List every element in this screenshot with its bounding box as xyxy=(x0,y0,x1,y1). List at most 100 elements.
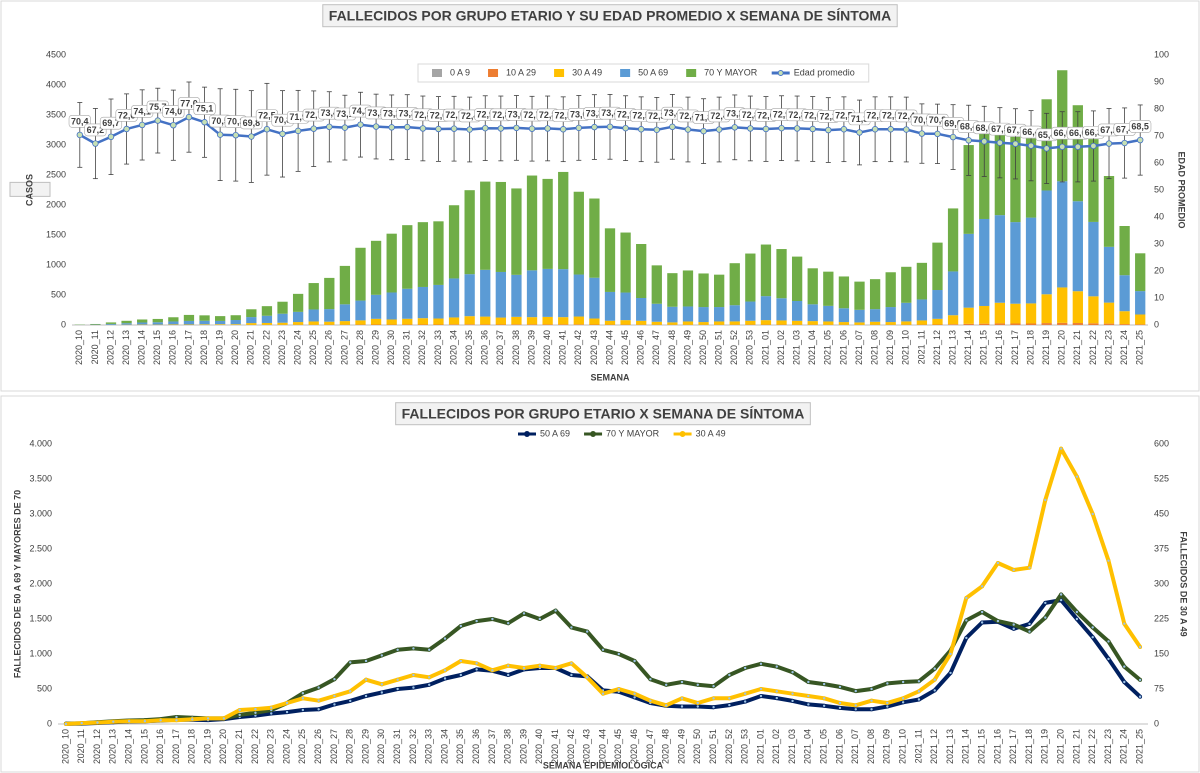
point xyxy=(822,696,827,701)
data-label: 72,6 xyxy=(118,110,136,120)
point xyxy=(648,677,653,682)
bar xyxy=(589,277,600,319)
x-tick-label: 2021_07 xyxy=(850,729,860,764)
legend-label: 0 A 9 xyxy=(450,67,470,77)
bar xyxy=(589,318,600,325)
point xyxy=(528,125,536,132)
bar xyxy=(214,316,226,321)
point xyxy=(92,140,99,147)
bar xyxy=(277,313,288,323)
point xyxy=(743,699,748,704)
x-tick-label: 2021_08 xyxy=(869,330,879,365)
point xyxy=(916,679,921,684)
point xyxy=(63,722,68,727)
x-tick-label: 2021_18 xyxy=(1025,330,1035,365)
bar xyxy=(355,320,366,325)
bar xyxy=(152,322,163,325)
data-label: 75,1 xyxy=(196,104,214,114)
y2-tick-label: 600 xyxy=(1154,438,1169,448)
point xyxy=(964,635,969,640)
point xyxy=(185,113,193,121)
point xyxy=(443,668,448,673)
x-tick-label: 2020_43 xyxy=(582,729,592,764)
point xyxy=(1122,621,1127,626)
y-tick-label: 0 xyxy=(61,319,66,329)
data-label: 72,5 xyxy=(835,111,853,121)
bar xyxy=(90,323,101,325)
bar xyxy=(729,305,740,322)
x-tick-label: 2020_50 xyxy=(692,729,702,764)
y2-tick-label: 150 xyxy=(1154,648,1169,658)
point xyxy=(711,705,716,710)
point xyxy=(474,619,479,624)
bar xyxy=(1010,303,1021,324)
data-label: 72,6 xyxy=(757,110,775,120)
bar xyxy=(1119,226,1130,276)
x-axis-title: SEMANA EPIDEMIOLÓGICA xyxy=(543,759,664,770)
point xyxy=(616,687,621,692)
x-tick-label: 2020_11 xyxy=(90,330,100,364)
bar xyxy=(526,175,538,271)
x-tick-label: 2020_44 xyxy=(597,729,607,764)
bar xyxy=(448,324,460,325)
x-tick-label: 2021_13 xyxy=(947,330,957,365)
x-tick-label: 2021_03 xyxy=(792,330,802,365)
point xyxy=(138,121,146,129)
legend-marker xyxy=(524,431,530,437)
point xyxy=(806,680,811,685)
point xyxy=(443,676,448,681)
point xyxy=(869,707,874,712)
bar xyxy=(448,205,460,279)
point xyxy=(395,677,400,682)
bar xyxy=(339,265,351,305)
bar xyxy=(760,320,772,325)
x-tick-label: 2021_19 xyxy=(1040,729,1050,764)
x-tick-label: 2020_44 xyxy=(604,330,614,365)
x-tick-label: 2020_35 xyxy=(455,729,465,764)
bar xyxy=(511,316,522,325)
bar xyxy=(121,323,132,325)
data-label: 72,6 xyxy=(804,110,822,120)
label-box xyxy=(9,181,51,197)
data-label: 68,5 xyxy=(1131,121,1149,131)
x-tick-label: 2020_45 xyxy=(613,729,623,764)
bar xyxy=(277,322,288,325)
point xyxy=(253,707,258,712)
point xyxy=(679,704,684,709)
point xyxy=(326,123,333,131)
bar xyxy=(137,319,148,323)
bar xyxy=(1010,323,1021,325)
y-tick-label: 1.500 xyxy=(29,613,52,623)
legend-marker xyxy=(590,431,597,437)
bar xyxy=(682,270,694,307)
point xyxy=(435,125,442,133)
bar xyxy=(339,321,351,325)
point xyxy=(648,698,653,703)
point xyxy=(237,712,242,717)
point xyxy=(918,130,926,137)
point xyxy=(1090,635,1095,640)
point xyxy=(903,126,910,133)
x-tick-label: 2021_15 xyxy=(979,330,989,365)
bar xyxy=(745,320,756,325)
point xyxy=(300,708,305,713)
point xyxy=(1012,140,1019,148)
point xyxy=(822,682,827,687)
x-tick-label: 2020_34 xyxy=(439,729,449,764)
bar xyxy=(1103,323,1115,325)
x-tick-label: 2021_10 xyxy=(901,330,911,365)
point xyxy=(79,721,84,726)
bar xyxy=(464,274,475,317)
bar xyxy=(1119,275,1130,312)
data-label: 73,2 xyxy=(383,109,401,119)
bar xyxy=(511,274,522,317)
bar xyxy=(947,208,959,272)
y2-tick-label: 100 xyxy=(1154,49,1169,59)
bar xyxy=(916,299,928,321)
data-label: 74,2 xyxy=(352,106,370,116)
legend-label: 70 Y MAYOR xyxy=(704,67,758,77)
point xyxy=(774,696,779,701)
point xyxy=(569,625,574,630)
x-tick-label: 2020_20 xyxy=(218,729,228,764)
point xyxy=(995,561,1000,566)
